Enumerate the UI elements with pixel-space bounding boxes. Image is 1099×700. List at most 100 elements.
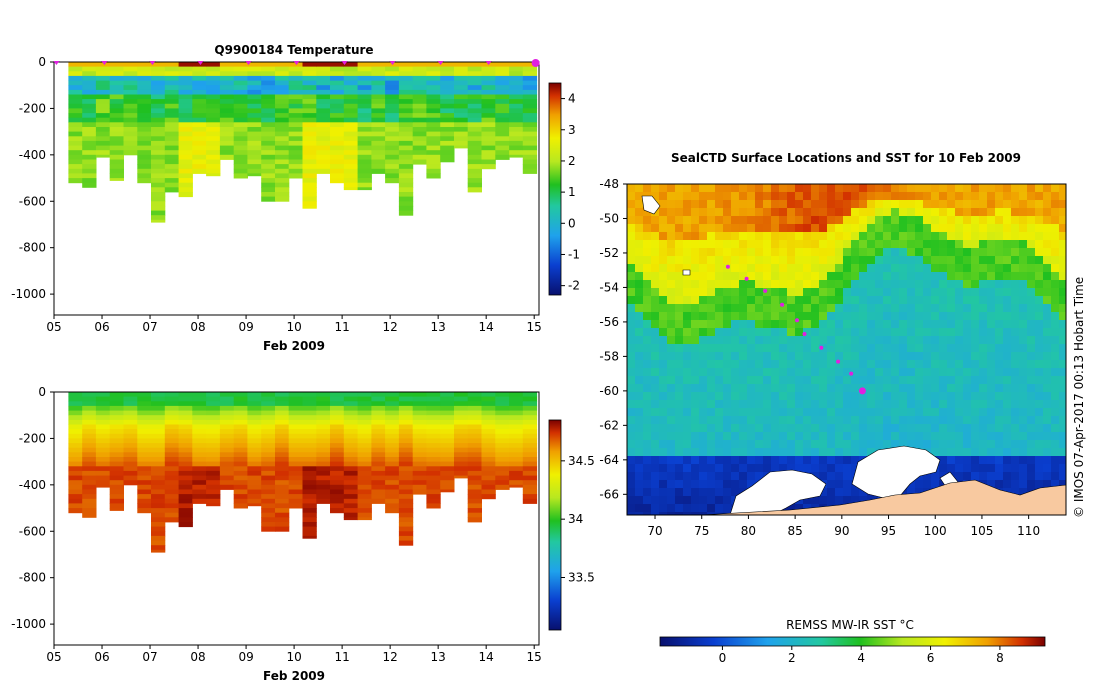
section-cell	[137, 99, 152, 105]
sst-cell	[1051, 384, 1059, 392]
section-cell	[82, 461, 97, 467]
sst-cell	[811, 296, 819, 304]
section-cell	[247, 71, 262, 77]
sst-cell	[835, 344, 843, 352]
section-cell	[109, 480, 124, 486]
sst-cell	[635, 432, 643, 440]
section-cell	[481, 401, 496, 407]
section-cell	[357, 122, 372, 128]
x-tick-label: 13	[431, 320, 446, 334]
section-cell	[247, 117, 262, 123]
sst-cell	[907, 264, 915, 272]
section-cell	[109, 508, 124, 511]
sst-cell	[899, 280, 907, 288]
section-cell	[151, 196, 166, 202]
sst-cell	[795, 280, 803, 288]
sst-cell	[851, 184, 859, 192]
sst-cell	[811, 264, 819, 272]
sst-cell	[947, 256, 955, 264]
section-cell	[233, 168, 248, 174]
section-cell	[495, 127, 510, 133]
sst-cell	[1011, 488, 1019, 496]
section-cell	[330, 419, 345, 425]
sst-cell	[987, 400, 995, 408]
sst-cell	[931, 400, 939, 408]
section-cell	[302, 498, 317, 504]
sst-cell	[1011, 200, 1019, 208]
x-tick-label: 06	[94, 320, 109, 334]
sst-cell	[1059, 208, 1066, 216]
section-cell	[123, 122, 138, 128]
section-cell	[440, 405, 455, 411]
sst-cell	[867, 352, 875, 360]
section-cell	[467, 443, 482, 449]
section-cell	[109, 392, 124, 398]
section-cell	[164, 405, 180, 411]
sst-cell	[787, 456, 795, 464]
section-cell	[109, 461, 124, 467]
section-cell	[495, 392, 510, 398]
sst-cell	[851, 312, 859, 320]
section-cell	[233, 401, 248, 407]
sst-cell	[691, 440, 699, 448]
sst-cell	[683, 288, 691, 296]
sst-cell	[627, 256, 635, 264]
sst-cell	[667, 304, 675, 312]
section-cell	[302, 75, 317, 81]
sst-cell	[627, 232, 635, 240]
section-cell	[82, 447, 97, 453]
section-cell	[275, 470, 290, 476]
sst-cell	[811, 424, 819, 432]
sst-cell	[939, 384, 947, 392]
sst-cell	[739, 224, 747, 232]
sst-cell	[923, 360, 931, 368]
section-cell	[440, 457, 455, 463]
sst-cell	[1051, 328, 1059, 336]
section-cell	[357, 182, 372, 188]
cast-marker	[53, 61, 60, 65]
sst-cell	[979, 472, 987, 480]
sst-cell	[907, 376, 915, 384]
section-cell	[385, 178, 400, 184]
sst-cell	[883, 400, 891, 408]
sst-cell	[699, 432, 707, 440]
section-cell	[151, 122, 166, 128]
section-cell	[206, 405, 221, 411]
section-cell	[495, 433, 510, 439]
sst-cell	[795, 384, 803, 392]
section-cell	[192, 131, 207, 137]
section-cell	[164, 457, 180, 463]
x-tick-label: 05	[46, 320, 61, 334]
map-y-tick-label: -48	[599, 177, 619, 191]
sst-cell	[1019, 432, 1027, 440]
section-cell	[219, 429, 235, 435]
section-cell	[302, 401, 317, 407]
section-cell	[275, 108, 290, 114]
sst-cell	[779, 392, 787, 400]
section-cell	[95, 443, 111, 449]
temperature-xlabel: Feb 2009	[263, 339, 325, 353]
section-cell	[68, 117, 83, 123]
sst-cell	[939, 280, 947, 288]
sst-cell	[947, 368, 955, 376]
sst-cell	[739, 448, 747, 456]
section-cell	[164, 89, 180, 95]
section-cell	[371, 75, 386, 81]
sst-cell	[723, 352, 731, 360]
sst-cell	[1027, 472, 1035, 480]
section-cell	[495, 415, 510, 421]
sst-cell	[811, 192, 819, 200]
sst-cell	[1043, 224, 1051, 232]
sst-cell	[939, 408, 947, 416]
sst-cell	[835, 416, 843, 424]
section-cell	[192, 489, 207, 495]
sst-cell	[923, 192, 931, 200]
section-cell	[357, 470, 372, 476]
section-cell	[385, 498, 400, 504]
sst-cell	[963, 456, 971, 464]
section-cell	[371, 498, 386, 504]
sst-cell	[763, 232, 771, 240]
sst-cell	[1011, 344, 1019, 352]
sst-cell	[795, 312, 803, 320]
sst-cell	[819, 240, 827, 248]
